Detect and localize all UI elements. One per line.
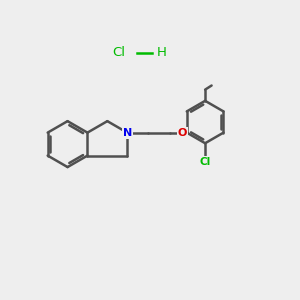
Text: O: O bbox=[178, 128, 187, 138]
Text: Cl: Cl bbox=[112, 46, 126, 59]
Text: Cl: Cl bbox=[200, 157, 211, 167]
Text: H: H bbox=[157, 46, 167, 59]
Text: N: N bbox=[123, 128, 132, 138]
